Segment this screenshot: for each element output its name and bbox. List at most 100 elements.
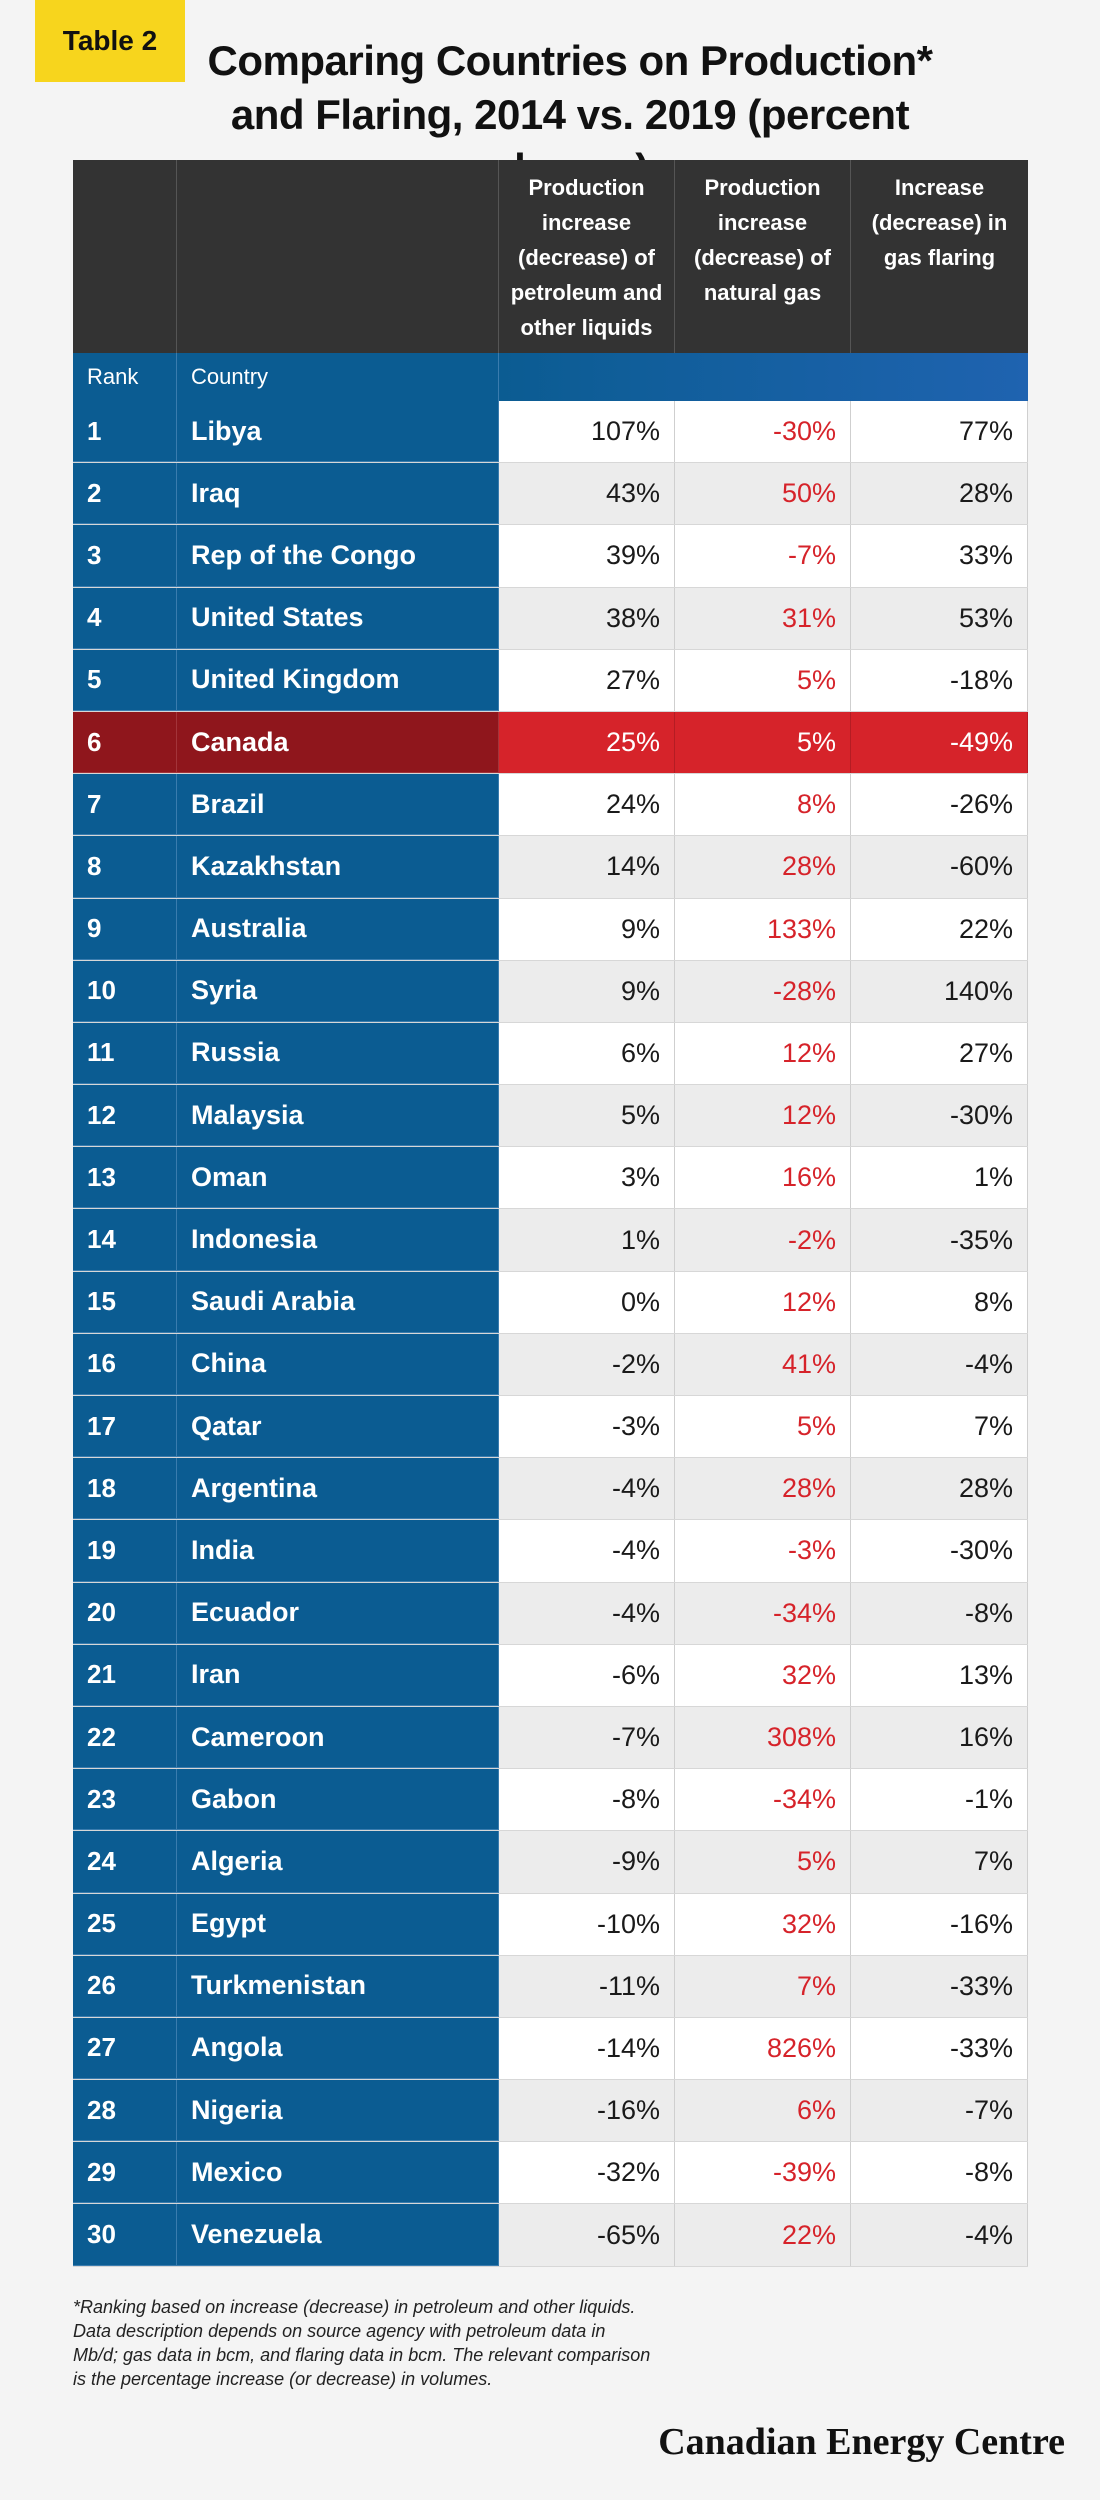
- petroleum-cell: 27%: [499, 649, 675, 711]
- rank-cell: 29: [73, 2142, 177, 2204]
- rank-cell: 4: [73, 587, 177, 649]
- flaring-cell: -49%: [851, 711, 1028, 774]
- petroleum-cell: -7%: [499, 1706, 675, 1769]
- rank-cell: 12: [73, 1085, 177, 1147]
- country-cell: Libya: [177, 401, 499, 463]
- flaring-cell: -35%: [851, 1209, 1028, 1271]
- petroleum-cell: -65%: [499, 2204, 675, 2266]
- petroleum-cell: -16%: [499, 2080, 675, 2142]
- rank-cell: 15: [73, 1271, 177, 1333]
- flaring-cell: 33%: [851, 525, 1028, 587]
- table-row: 15 Saudi Arabia 0% 12% 8%: [73, 1271, 1028, 1334]
- rank-cell: 16: [73, 1333, 177, 1395]
- country-cell: Saudi Arabia: [177, 1271, 499, 1333]
- natural-gas-cell: 28%: [675, 836, 851, 898]
- subheader-bar: [499, 353, 1028, 401]
- rank-cell: 14: [73, 1209, 177, 1271]
- natural-gas-cell: 5%: [675, 649, 851, 711]
- natural-gas-cell: 133%: [675, 898, 851, 960]
- flaring-cell: -18%: [851, 649, 1028, 711]
- table-row: 4 United States 38% 31% 53%: [73, 587, 1028, 650]
- petroleum-cell: 3%: [499, 1147, 675, 1209]
- table-row: 14 Indonesia 1% -2% -35%: [73, 1209, 1028, 1272]
- country-cell: Egypt: [177, 1893, 499, 1955]
- country-cell: Qatar: [177, 1396, 499, 1458]
- table-row: 26 Turkmenistan -11% 7% -33%: [73, 1955, 1028, 2018]
- footnote-line: *Ranking based on increase (decrease) in…: [73, 2297, 636, 2317]
- natural-gas-cell: 12%: [675, 1271, 851, 1333]
- flaring-cell: -33%: [851, 2017, 1028, 2080]
- table-row: 1 Libya 107% -30% 77%: [73, 401, 1028, 464]
- country-cell: Gabon: [177, 1769, 499, 1831]
- country-cell: Turkmenistan: [177, 1955, 499, 2017]
- table-row: 17 Qatar -3% 5% 7%: [73, 1396, 1028, 1459]
- flaring-cell: -1%: [851, 1769, 1028, 1831]
- natural-gas-cell: -34%: [675, 1769, 851, 1831]
- rank-cell: 19: [73, 1520, 177, 1582]
- flaring-cell: 22%: [851, 898, 1028, 960]
- flaring-cell: -60%: [851, 836, 1028, 898]
- country-cell: United Kingdom: [177, 649, 499, 711]
- flaring-cell: 28%: [851, 1458, 1028, 1520]
- natural-gas-cell: 28%: [675, 1458, 851, 1520]
- table-row: 22 Cameroon -7% 308% 16%: [73, 1706, 1028, 1770]
- data-table: Production increase (decrease) of petrol…: [73, 160, 1028, 2267]
- rank-cell: 24: [73, 1831, 177, 1893]
- rank-cell: 20: [73, 1582, 177, 1644]
- petroleum-cell: -9%: [499, 1831, 675, 1893]
- flaring-cell: 53%: [851, 587, 1028, 649]
- table-row: 20 Ecuador -4% -34% -8%: [73, 1582, 1028, 1645]
- natural-gas-cell: 7%: [675, 1955, 851, 2017]
- petroleum-cell: -8%: [499, 1769, 675, 1831]
- natural-gas-cell: 5%: [675, 711, 851, 774]
- flaring-cell: 7%: [851, 1396, 1028, 1458]
- country-cell: Argentina: [177, 1458, 499, 1520]
- petroleum-cell: 14%: [499, 836, 675, 898]
- flaring-cell: 13%: [851, 1644, 1028, 1706]
- table-row: 5 United Kingdom 27% 5% -18%: [73, 649, 1028, 712]
- natural-gas-cell: 5%: [675, 1831, 851, 1893]
- rank-cell: 18: [73, 1458, 177, 1520]
- flaring-cell: -16%: [851, 1893, 1028, 1955]
- header-text: increase: [717, 210, 808, 235]
- petroleum-cell: -32%: [499, 2142, 675, 2204]
- country-cell: Canada: [177, 711, 499, 774]
- natural-gas-cell: -7%: [675, 525, 851, 587]
- flaring-cell: 27%: [851, 1022, 1028, 1085]
- natural-gas-cell: -34%: [675, 1582, 851, 1644]
- table-row: 9 Australia 9% 133% 22%: [73, 898, 1028, 961]
- header-text: other liquids: [520, 315, 653, 340]
- table-row: 18 Argentina -4% 28% 28%: [73, 1458, 1028, 1521]
- country-cell: Cameroon: [177, 1706, 499, 1769]
- country-cell: China: [177, 1333, 499, 1395]
- title-line-1: Comparing Countries on Production*: [207, 37, 934, 84]
- natural-gas-cell: -28%: [675, 960, 851, 1022]
- table-row: 7 Brazil 24% 8% -26%: [73, 774, 1028, 837]
- petroleum-cell: 43%: [499, 463, 675, 525]
- footnote: *Ranking based on increase (decrease) in…: [73, 2295, 793, 2391]
- table-row: 10 Syria 9% -28% 140%: [73, 960, 1028, 1023]
- flaring-cell: -7%: [851, 2080, 1028, 2142]
- table-row: 28 Nigeria -16% 6% -7%: [73, 2080, 1028, 2143]
- country-cell: Malaysia: [177, 1085, 499, 1147]
- header-text: (decrease) of: [694, 245, 831, 270]
- petroleum-cell: -4%: [499, 1458, 675, 1520]
- header-natural-gas: Production increase (decrease) of natura…: [675, 160, 851, 353]
- table-row: 12 Malaysia 5% 12% -30%: [73, 1085, 1028, 1148]
- table-row: 21 Iran -6% 32% 13%: [73, 1644, 1028, 1707]
- petroleum-cell: 9%: [499, 898, 675, 960]
- rank-cell: 22: [73, 1706, 177, 1769]
- flaring-cell: -33%: [851, 1955, 1028, 2017]
- table-row: 24 Algeria -9% 5% 7%: [73, 1831, 1028, 1894]
- petroleum-cell: 24%: [499, 774, 675, 836]
- header-text: (decrease) of: [518, 245, 655, 270]
- header-text: (decrease) in: [871, 210, 1008, 235]
- flaring-cell: 7%: [851, 1831, 1028, 1893]
- header-text: Production: [704, 175, 821, 200]
- rank-cell: 1: [73, 401, 177, 463]
- petroleum-cell: -6%: [499, 1644, 675, 1706]
- petroleum-cell: 0%: [499, 1271, 675, 1333]
- natural-gas-cell: 6%: [675, 2080, 851, 2142]
- rank-cell: 28: [73, 2080, 177, 2142]
- natural-gas-cell: -30%: [675, 401, 851, 463]
